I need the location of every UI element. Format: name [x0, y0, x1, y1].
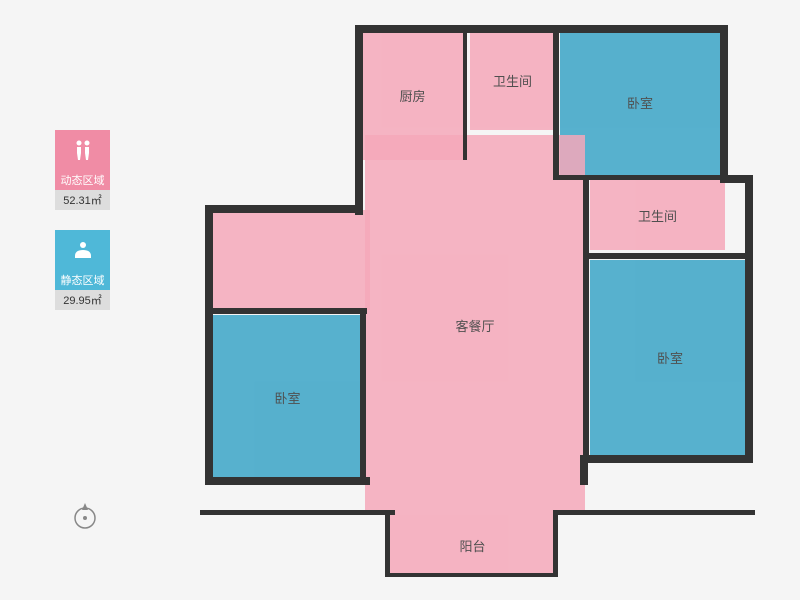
- wall-14: [385, 573, 558, 577]
- room-bathroom2: 卫生间: [590, 180, 725, 250]
- wall-19: [583, 253, 751, 259]
- wall-12: [385, 510, 390, 575]
- wall-7: [745, 175, 753, 460]
- legend-dynamic: 动态区域 52.31㎡: [55, 130, 125, 210]
- room-label-bathroom1: 卫生间: [493, 71, 532, 90]
- wall-16: [553, 25, 559, 180]
- legend-static-value: 29.95㎡: [55, 290, 110, 310]
- room-balcony: 阳台: [390, 515, 555, 575]
- floorplan: 厨房卫生间卧室卫生间客餐厅卧室卧室阳台: [195, 15, 755, 585]
- wall-20: [207, 308, 367, 314]
- room-label-living: 客餐厅: [455, 316, 494, 335]
- wall-4: [205, 477, 370, 485]
- legend-static-icon: [55, 230, 110, 270]
- legend-dynamic-icon: [55, 130, 110, 170]
- legend-panel: 动态区域 52.31㎡ 静态区域 29.95㎡: [55, 130, 125, 330]
- room-label-kitchen: 厨房: [399, 86, 425, 105]
- room-label-bedroom2: 卧室: [657, 348, 683, 367]
- wall-10: [555, 510, 755, 515]
- wall-1: [355, 25, 363, 215]
- wall-8: [585, 455, 753, 463]
- wall-3: [205, 205, 213, 485]
- room-bedroom3: 卧室: [210, 315, 365, 480]
- legend-static: 静态区域 29.95㎡: [55, 230, 125, 310]
- wall-15: [463, 25, 467, 160]
- wall-13: [553, 510, 558, 575]
- wall-9: [580, 455, 588, 485]
- legend-dynamic-label: 动态区域: [55, 170, 110, 190]
- legend-static-label: 静态区域: [55, 270, 110, 290]
- room-label-balcony: 阳台: [459, 536, 485, 555]
- wall-18: [583, 175, 589, 455]
- wall-0: [355, 25, 725, 33]
- compass-icon: [70, 500, 100, 535]
- room-bathroom1: 卫生间: [470, 30, 555, 130]
- room-label-bedroom3: 卧室: [274, 388, 300, 407]
- room-bedroom2: 卧室: [590, 260, 750, 455]
- wall-2: [205, 205, 363, 213]
- room-label-bathroom2: 卫生间: [638, 206, 677, 225]
- wall-17: [553, 175, 728, 180]
- room-label-bedroom1: 卧室: [627, 93, 653, 112]
- room-living_ext: [210, 210, 370, 310]
- wall-11: [200, 510, 395, 515]
- wall-21: [360, 308, 366, 483]
- room-living: 客餐厅: [365, 135, 585, 515]
- legend-dynamic-value: 52.31㎡: [55, 190, 110, 210]
- wall-5: [720, 25, 728, 180]
